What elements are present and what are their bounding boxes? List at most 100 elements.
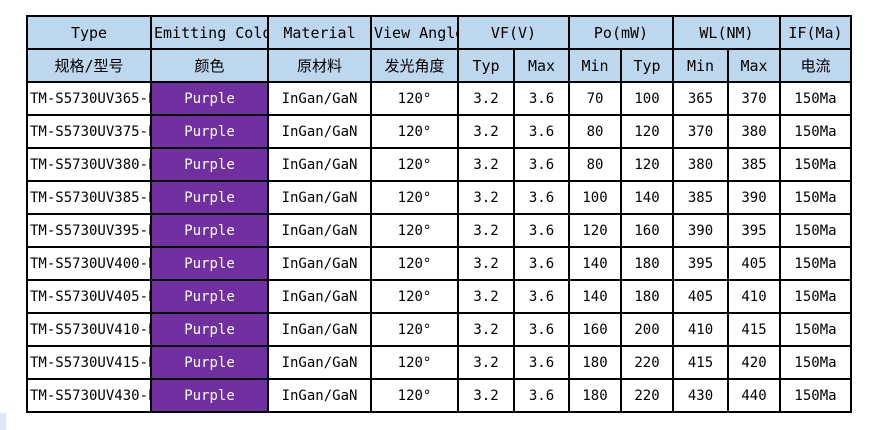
cell-wl-min: 405 <box>672 279 729 314</box>
cell-wl-min: 385 <box>672 180 729 215</box>
cell-po-min: 180 <box>568 378 622 413</box>
cell-po-typ: 220 <box>620 378 674 413</box>
cell-if-ma: 150Ma <box>779 114 852 149</box>
subheader-vf-typ: Typ <box>457 48 515 83</box>
cell-material: InGan/GaN <box>267 213 372 248</box>
subheader-view-angle-cn: 发光角度 <box>370 48 459 83</box>
cell-color: Purple <box>150 81 269 116</box>
cell-view-angle: 120° <box>370 81 459 116</box>
cell-type: TM-S5730UV365-E <box>26 81 152 116</box>
cell-wl-min: 380 <box>672 147 729 182</box>
cell-material: InGan/GaN <box>267 147 372 182</box>
cell-view-angle: 120° <box>370 147 459 182</box>
cell-color: Purple <box>150 345 269 380</box>
header-emitting-color: Emitting Color <box>150 15 269 50</box>
table-header: Type Emitting Color Material View Angle … <box>26 15 852 83</box>
cell-if-ma: 150Ma <box>779 345 852 380</box>
cell-wl-min: 365 <box>672 81 729 116</box>
cell-po-min: 80 <box>568 114 622 149</box>
cell-color: Purple <box>150 279 269 314</box>
header-po: Po(mW) <box>568 15 674 50</box>
cell-vf-typ: 3.2 <box>457 213 515 248</box>
cell-wl-max: 440 <box>727 378 781 413</box>
cell-type: TM-S5730UV430-E <box>26 378 152 413</box>
table-row: TM-S5730UV375-E Purple InGan/GaN 120° 3.2 3.6… <box>26 114 852 149</box>
subheader-po-typ: Typ <box>620 48 674 83</box>
cell-view-angle: 120° <box>370 378 459 413</box>
cell-wl-min: 430 <box>672 378 729 413</box>
cell-color: Purple <box>150 378 269 413</box>
cell-view-angle: 120° <box>370 246 459 281</box>
cell-po-typ: 120 <box>620 114 674 149</box>
subheader-type-cn: 规格/型号 <box>26 48 152 83</box>
cell-po-min: 180 <box>568 345 622 380</box>
cell-po-min: 140 <box>568 246 622 281</box>
cell-view-angle: 120° <box>370 279 459 314</box>
cell-vf-max: 3.6 <box>513 279 570 314</box>
cell-po-min: 80 <box>568 147 622 182</box>
cell-wl-max: 370 <box>727 81 781 116</box>
cell-material: InGan/GaN <box>267 81 372 116</box>
cell-vf-max: 3.6 <box>513 246 570 281</box>
cell-wl-min: 390 <box>672 213 729 248</box>
cell-wl-max: 410 <box>727 279 781 314</box>
cell-po-typ: 100 <box>620 81 674 116</box>
cell-wl-max: 385 <box>727 147 781 182</box>
cell-color: Purple <box>150 180 269 215</box>
cell-po-typ: 120 <box>620 147 674 182</box>
cell-type: TM-S5730UV405-E <box>26 279 152 314</box>
header-vf: VF(V) <box>457 15 570 50</box>
cell-wl-max: 405 <box>727 246 781 281</box>
table-row: TM-S5730UV380-E Purple InGan/GaN 120° 3.2 3.6… <box>26 147 852 182</box>
cell-type: TM-S5730UV380-E <box>26 147 152 182</box>
cell-wl-max: 390 <box>727 180 781 215</box>
table-row: TM-S5730UV395-E Purple InGan/GaN 120° 3.2 3.6… <box>26 213 852 248</box>
cell-type: TM-S5730UV400-E <box>26 246 152 281</box>
subheader-color-cn: 颜色 <box>150 48 269 83</box>
table-row: TM-S5730UV415-E Purple InGan/GaN 120° 3.2 3.6… <box>26 345 852 380</box>
cell-vf-max: 3.6 <box>513 213 570 248</box>
cell-po-min: 140 <box>568 279 622 314</box>
cell-material: InGan/GaN <box>267 345 372 380</box>
subheader-material-cn: 原材料 <box>267 48 372 83</box>
cell-po-typ: 200 <box>620 312 674 347</box>
cell-color: Purple <box>150 147 269 182</box>
cell-color: Purple <box>150 312 269 347</box>
cell-vf-max: 3.6 <box>513 378 570 413</box>
cell-color: Purple <box>150 246 269 281</box>
cell-material: InGan/GaN <box>267 180 372 215</box>
cell-if-ma: 150Ma <box>779 147 852 182</box>
cell-if-ma: 150Ma <box>779 378 852 413</box>
header-row-english: Type Emitting Color Material View Angle … <box>26 15 852 50</box>
cell-material: InGan/GaN <box>267 246 372 281</box>
cell-wl-max: 380 <box>727 114 781 149</box>
cell-type: TM-S5730UV415-E <box>26 345 152 380</box>
table-row: TM-S5730UV430-E Purple InGan/GaN 120° 3.2 3.6… <box>26 378 852 413</box>
cell-color: Purple <box>150 114 269 149</box>
header-wl: WL(NM) <box>672 15 781 50</box>
cell-po-min: 70 <box>568 81 622 116</box>
cell-vf-typ: 3.2 <box>457 378 515 413</box>
cell-material: InGan/GaN <box>267 279 372 314</box>
cell-po-min: 120 <box>568 213 622 248</box>
cell-po-typ: 220 <box>620 345 674 380</box>
header-material: Material <box>267 15 372 50</box>
cell-type: TM-S5730UV385-E <box>26 180 152 215</box>
led-spec-table: Type Emitting Color Material View Angle … <box>26 15 852 413</box>
cell-view-angle: 120° <box>370 312 459 347</box>
cell-vf-typ: 3.2 <box>457 312 515 347</box>
cell-if-ma: 150Ma <box>779 213 852 248</box>
table-row: TM-S5730UV410-E Purple InGan/GaN 120° 3.2 3.6… <box>26 312 852 347</box>
cell-vf-typ: 3.2 <box>457 180 515 215</box>
cell-vf-typ: 3.2 <box>457 279 515 314</box>
subheader-wl-min: Min <box>672 48 729 83</box>
cell-po-min: 100 <box>568 180 622 215</box>
cell-vf-typ: 3.2 <box>457 147 515 182</box>
cell-type: TM-S5730UV395-E <box>26 213 152 248</box>
cell-material: InGan/GaN <box>267 312 372 347</box>
cell-view-angle: 120° <box>370 114 459 149</box>
subheader-po-min: Min <box>568 48 622 83</box>
cell-vf-typ: 3.2 <box>457 246 515 281</box>
cell-view-angle: 120° <box>370 345 459 380</box>
